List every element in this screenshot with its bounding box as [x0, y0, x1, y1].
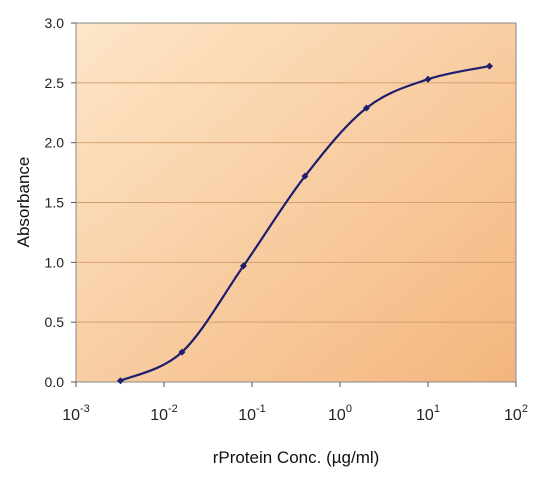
x-tick-label: 10-2 [150, 403, 178, 424]
axes [71, 22, 517, 387]
y-tick-label: 3.0 [45, 15, 65, 31]
y-tick-label: 1.5 [45, 195, 65, 211]
x-tick-label: 10-1 [238, 403, 266, 424]
y-tick-label: 0.0 [45, 374, 65, 390]
x-tick-label: 10-3 [62, 403, 90, 424]
data-point [301, 172, 309, 180]
x-tick-label: 102 [504, 403, 528, 424]
y-tick-label: 0.5 [45, 314, 65, 330]
y-tick-label: 2.0 [45, 135, 65, 151]
y-axis-title: Absorbance [14, 157, 33, 248]
data-points [116, 62, 494, 385]
data-point [486, 62, 494, 70]
data-point [362, 104, 370, 112]
gridlines [76, 82, 516, 323]
x-axis-title: rProtein Conc. (µg/ml) [213, 448, 380, 467]
y-tick-label: 2.5 [45, 75, 65, 91]
data-point [116, 377, 124, 385]
data-point [424, 75, 432, 83]
x-tick-labels: 10-3 10-2 10-1 100 101 102 [62, 403, 528, 424]
x-tick-label: 100 [328, 403, 352, 424]
y-tick-labels: 0.0 0.5 1.0 1.5 2.0 2.5 3.0 [45, 15, 65, 390]
data-point [178, 348, 186, 356]
data-point [239, 262, 247, 270]
x-tick-label: 101 [416, 403, 440, 424]
y-tick-label: 1.0 [45, 254, 65, 270]
